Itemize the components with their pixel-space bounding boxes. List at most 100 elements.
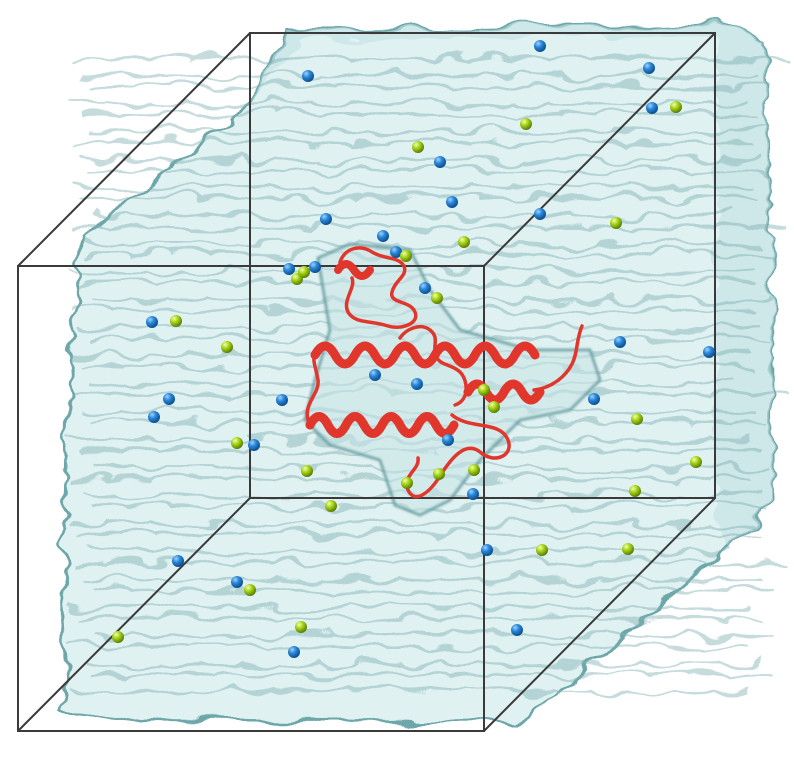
blue-ion — [442, 434, 454, 446]
blue-ion — [588, 393, 600, 405]
blue-ion — [646, 102, 658, 114]
water-ripple — [79, 576, 761, 583]
blue-ion — [534, 40, 546, 52]
water-ripple — [69, 559, 791, 566]
blue-ion — [643, 62, 655, 74]
blue-ion — [481, 544, 493, 556]
box-edge — [17, 497, 251, 732]
blue-ion — [419, 282, 431, 294]
water-ripple — [79, 195, 761, 202]
protein-helix — [305, 412, 459, 438]
blue-ion — [231, 576, 243, 588]
box-edge — [483, 32, 716, 267]
blue-ion — [703, 346, 715, 358]
water-ripple — [79, 111, 761, 118]
blue-ion — [446, 196, 458, 208]
green-ion — [431, 292, 443, 304]
green-ion — [301, 465, 313, 477]
water-ripple — [89, 167, 771, 174]
blue-ion — [390, 246, 402, 258]
blue-ion — [276, 394, 288, 406]
water-ripple — [89, 548, 731, 555]
blue-ion — [411, 378, 423, 390]
water-ripple — [69, 184, 751, 191]
water-ripple — [69, 55, 791, 62]
blue-ion — [377, 230, 389, 242]
green-ion — [412, 141, 424, 153]
water-ripple — [89, 83, 771, 90]
green-ion — [298, 266, 310, 278]
blue-ion — [283, 263, 295, 275]
green-ion — [231, 437, 243, 449]
chloride-ions — [112, 101, 702, 643]
blue-ion — [288, 646, 300, 658]
protein-coil — [338, 246, 418, 329]
blue-ion — [369, 369, 381, 381]
green-ion — [295, 621, 307, 633]
water-ripple — [79, 660, 761, 667]
blue-ion — [614, 336, 626, 348]
water-ripple — [89, 671, 771, 678]
blue-ion — [534, 208, 546, 220]
water-ripple — [79, 240, 761, 247]
green-ion — [221, 341, 233, 353]
green-ion — [631, 413, 643, 425]
water-ripple — [89, 128, 771, 135]
protein-helix — [334, 260, 374, 280]
protein-helix — [310, 341, 540, 369]
water-ripple — [69, 100, 751, 107]
protein-coil — [532, 324, 584, 392]
green-ion — [170, 315, 182, 327]
blue-ion — [309, 261, 321, 273]
water-ripple — [69, 139, 751, 146]
green-ion — [690, 456, 702, 468]
box-edge — [483, 497, 716, 732]
green-ion — [536, 544, 548, 556]
green-ion — [325, 500, 337, 512]
blue-ion — [146, 316, 158, 328]
green-ion — [622, 543, 634, 555]
green-ion — [610, 217, 622, 229]
sodium-ions — [146, 40, 715, 658]
green-ion — [520, 118, 532, 130]
water-ripple — [69, 643, 751, 650]
periodic-box — [17, 32, 716, 732]
protein-coil — [398, 325, 468, 407]
green-ion — [670, 101, 682, 113]
water-ripple — [79, 156, 761, 163]
blue-ion — [434, 156, 446, 168]
blue-ion — [248, 439, 260, 451]
green-ion — [468, 464, 480, 476]
blue-ion — [467, 488, 479, 500]
water-ripple — [89, 587, 771, 594]
protein-coil — [305, 353, 320, 427]
blue-ion — [172, 555, 184, 567]
green-ion — [401, 477, 413, 489]
water-ripple — [69, 688, 751, 695]
water-ripple — [79, 72, 761, 79]
blue-ion — [511, 624, 523, 636]
water-ripple — [69, 520, 751, 527]
water-ripple — [69, 604, 751, 611]
green-ion — [629, 485, 641, 497]
water-ripple — [79, 531, 761, 538]
blue-ion — [302, 70, 314, 82]
green-ion — [458, 236, 470, 248]
green-ion — [400, 250, 412, 262]
blue-ion — [148, 411, 160, 423]
blue-ion — [163, 393, 175, 405]
green-ion — [488, 401, 500, 413]
green-ion — [478, 384, 490, 396]
blue-ion — [320, 213, 332, 225]
water-ripple — [89, 251, 771, 258]
green-ion — [244, 584, 256, 596]
water-ripple — [89, 632, 771, 639]
green-ion — [112, 631, 124, 643]
water-ripple — [69, 223, 791, 230]
green-ion — [433, 468, 445, 480]
water-ripple — [89, 212, 731, 219]
water-ripple — [79, 615, 761, 622]
box-edge — [17, 32, 251, 267]
